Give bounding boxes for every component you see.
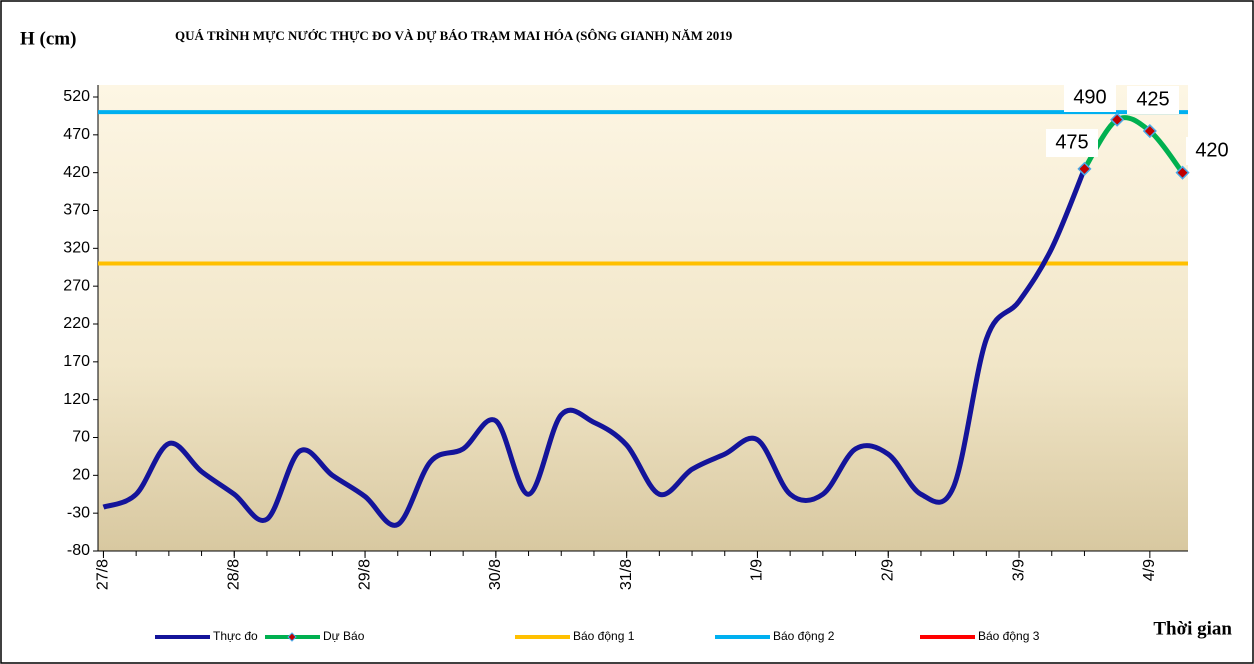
y-tick-label: 20 <box>72 467 90 484</box>
annotation: 475 <box>1055 131 1088 153</box>
legend-label: Báo động 2 <box>773 629 835 643</box>
annotation-box <box>1127 86 1179 114</box>
y-tick-label: 220 <box>63 315 90 332</box>
y-tick-label: 170 <box>63 353 90 370</box>
forecast-marker <box>1142 123 1157 139</box>
y-axis-label: H (cm) <box>20 28 76 49</box>
x-tick-label: 28/8 <box>225 559 242 590</box>
x-tick-label: 31/8 <box>618 559 635 590</box>
forecast-marker <box>1175 165 1190 180</box>
x-tick-label: 1/9 <box>749 559 766 581</box>
annotation-box <box>1186 137 1238 165</box>
annotation-box <box>1046 129 1098 157</box>
x-tick-label: 27/8 <box>95 559 112 590</box>
legend-marker <box>287 632 297 642</box>
x-tick-label: 4/9 <box>1141 559 1158 581</box>
y-tick-label: 370 <box>63 202 90 219</box>
y-tick-label: 120 <box>63 391 90 408</box>
y-tick-label: 320 <box>63 240 90 257</box>
x-tick-label: 30/8 <box>487 559 504 590</box>
y-tick-label: 270 <box>63 277 90 294</box>
y-tick-label: 470 <box>63 126 90 143</box>
y-tick-label: 70 <box>72 429 90 446</box>
annotation: 425 <box>1136 88 1169 110</box>
x-axis-label: Thời gian <box>1153 618 1232 639</box>
forecast-marker <box>1077 161 1092 176</box>
y-tick-label: 520 <box>63 88 90 105</box>
y-tick-label: -80 <box>67 542 90 559</box>
chart-title: QUÁ TRÌNH MỰC NƯỚC THỰC ĐO VÀ DỰ BÁO TRẠ… <box>175 28 733 43</box>
legend-label: Thực đo <box>213 629 258 643</box>
series-line <box>1082 115 1185 175</box>
y-tick-label: -30 <box>67 504 90 521</box>
x-tick-label: 3/9 <box>1010 559 1027 581</box>
series-line <box>102 167 1087 528</box>
x-tick-label: 29/8 <box>356 559 373 590</box>
legend-label: Báo động 1 <box>573 629 635 643</box>
annotation: 490 <box>1073 86 1106 108</box>
legend-label: Dự Báo <box>323 629 365 643</box>
y-tick-label: 420 <box>63 164 90 181</box>
annotation-box <box>1064 84 1116 112</box>
forecast-marker <box>1110 112 1125 127</box>
plot-area <box>98 85 1188 551</box>
x-tick-label: 2/9 <box>879 559 896 581</box>
legend-label: Báo động 3 <box>978 629 1040 643</box>
annotation: 420 <box>1195 139 1228 161</box>
